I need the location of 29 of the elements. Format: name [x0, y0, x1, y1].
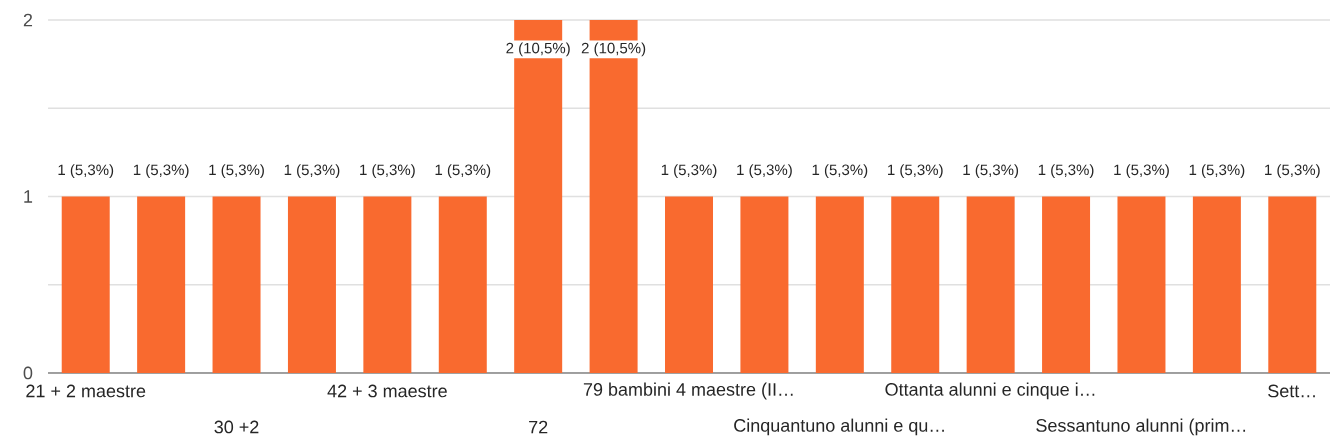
- data-label: 1 (5,3%): [661, 164, 717, 179]
- data-label: 1 (5,3%): [1189, 164, 1245, 179]
- data-label: 1 (5,3%): [1038, 164, 1094, 179]
- data-label: 1 (5,3%): [963, 164, 1019, 179]
- y-tick-label: 1: [24, 190, 33, 203]
- x-tick-label: Sett…: [1268, 384, 1315, 398]
- data-label: 1 (5,3%): [1265, 164, 1320, 179]
- x-tick-label: Cinquantuno alunni e qu…: [734, 418, 944, 436]
- y-tick-label: 0: [23, 366, 33, 380]
- data-label: 1 (5,3%): [1114, 164, 1169, 179]
- x-tick-label: 72: [529, 420, 548, 434]
- data-label: 2 (10,5%): [506, 42, 570, 57]
- data-label: 1 (5,3%): [435, 164, 491, 179]
- data-label: 1 (5,3%): [888, 164, 943, 179]
- data-label: 1 (5,3%): [58, 164, 114, 179]
- data-label: 1 (5,3%): [284, 164, 340, 179]
- data-label: 1 (5,3%): [209, 164, 264, 179]
- data-label: 1 (5,3%): [812, 164, 868, 179]
- data-label: 1 (5,3%): [133, 164, 189, 179]
- x-tick-label: Sessantuno alunni (prim…: [1036, 418, 1246, 436]
- x-tick-label: Ottanta alunni e cinque i…: [885, 382, 1095, 400]
- x-tick-label: 42 + 3 maestre: [327, 384, 447, 398]
- x-tick-label: 79 bambini 4 maestre (II…: [583, 382, 793, 400]
- data-label: 2 (10,5%): [581, 42, 646, 57]
- data-label: 1 (5,3%): [360, 164, 415, 179]
- data-label: 1 (5,3%): [737, 164, 792, 179]
- y-tick-label: 2: [23, 13, 33, 27]
- x-tick-label: 21 + 2 maestre: [26, 384, 146, 398]
- x-tick-label: 30 +2: [214, 420, 259, 434]
